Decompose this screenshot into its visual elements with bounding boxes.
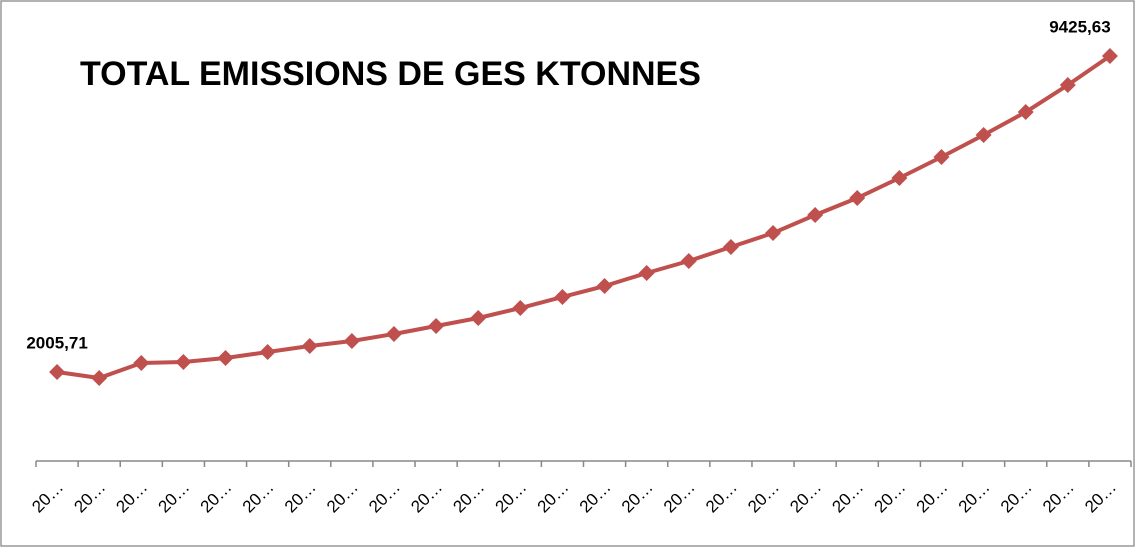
marker bbox=[428, 317, 445, 334]
marker bbox=[91, 370, 108, 386]
marker bbox=[133, 355, 150, 372]
marker bbox=[933, 149, 950, 166]
marker bbox=[680, 253, 697, 270]
marker bbox=[1017, 104, 1034, 121]
value-label: 2005,71 bbox=[26, 333, 87, 352]
marker bbox=[301, 338, 318, 355]
marker bbox=[596, 278, 613, 295]
marker bbox=[49, 364, 66, 381]
line bbox=[56, 54, 1112, 380]
marker bbox=[259, 344, 276, 361]
chart-title: TOTAL EMISSIONS DE GES KTONNES bbox=[80, 55, 701, 93]
value-label: 9425,63 bbox=[1049, 17, 1110, 36]
marker bbox=[849, 190, 866, 207]
marker bbox=[975, 127, 992, 144]
marker bbox=[638, 265, 655, 282]
marker bbox=[217, 350, 234, 367]
marker bbox=[512, 300, 529, 317]
marker bbox=[1101, 48, 1118, 64]
marker bbox=[554, 288, 571, 305]
marker bbox=[891, 170, 908, 187]
marker bbox=[807, 207, 824, 224]
marker bbox=[765, 225, 782, 242]
marker bbox=[343, 332, 360, 349]
marker bbox=[722, 238, 739, 255]
marker bbox=[1059, 77, 1076, 94]
marker bbox=[385, 326, 402, 343]
marker bbox=[175, 354, 192, 371]
marker bbox=[470, 309, 487, 326]
